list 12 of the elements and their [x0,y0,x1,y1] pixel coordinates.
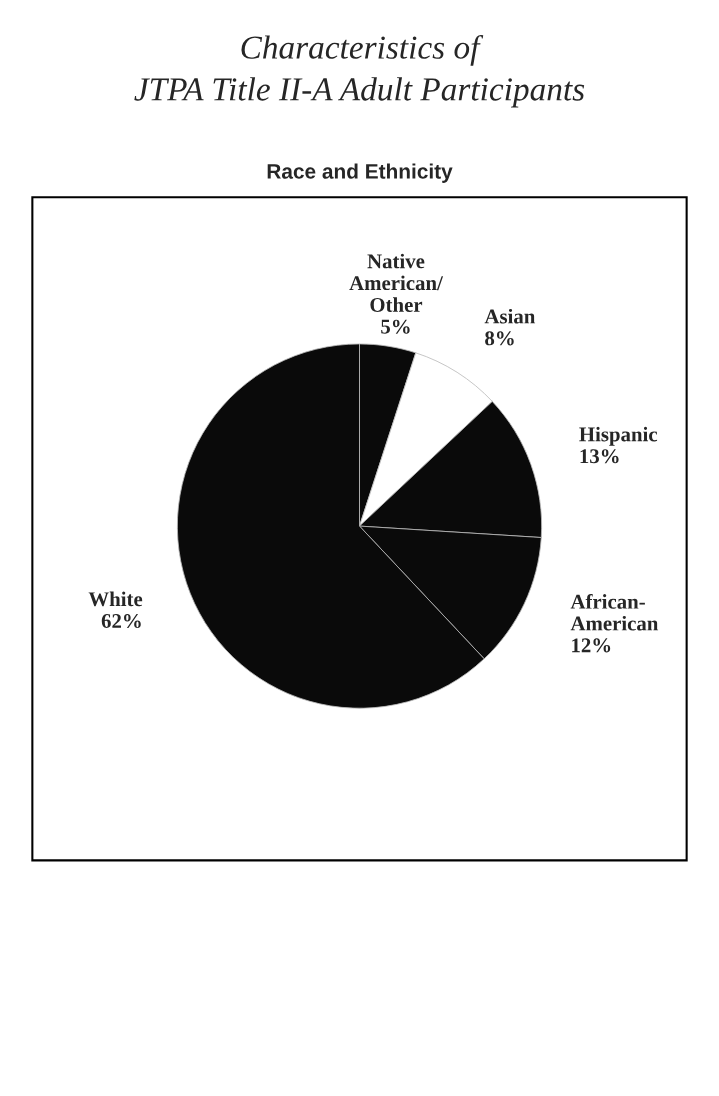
slice-label: African- American [570,593,659,631]
slice-label: White [88,591,143,607]
slice-label: Asian [484,308,536,324]
chart-title: Characteristics of JTPA Title II-A Adult Participants [134,35,585,108]
data-label: 5% [381,319,410,334]
data-label: 8% [485,331,514,346]
slice-label: Hispanic [579,426,658,446]
data-label: 62% [101,613,141,629]
data-label: 13% [580,449,619,464]
data-label: 12% [572,638,611,653]
slice-label: Native American/ Other [349,253,444,312]
chart-subtitle: Race and Ethnicity [267,163,453,183]
